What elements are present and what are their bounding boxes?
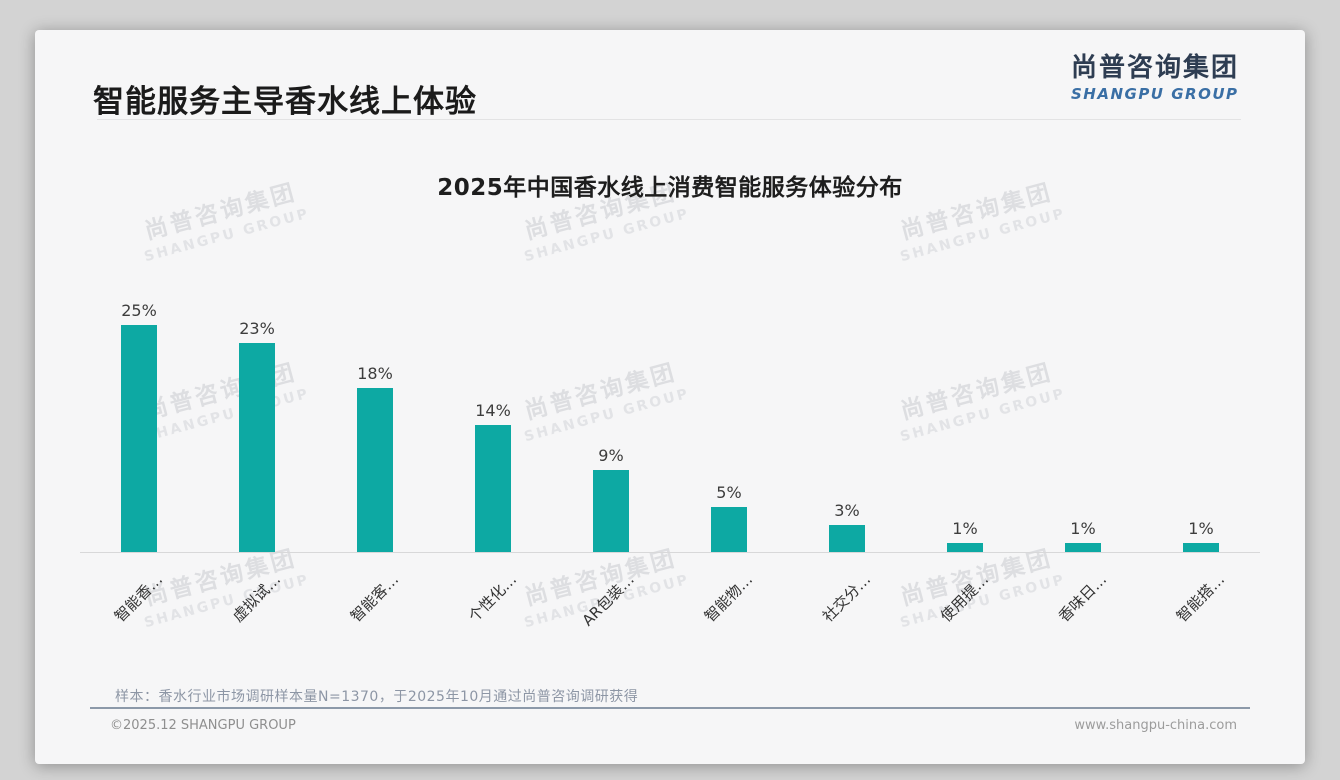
x-axis-labels: 智能香… 虚拟试… 智能客… 个性化… AR包装… 智能物… 社交分… 使用提… 香味日… 智能搭…: [80, 553, 1260, 653]
bar: [239, 342, 275, 552]
bar-value-label: 25%: [121, 300, 157, 320]
x-tick-label: 香味日…: [1054, 570, 1111, 626]
copyright-text: ©2025.12 SHANGPU GROUP: [110, 718, 296, 733]
x-tick-label: 智能物…: [700, 570, 757, 626]
x-tick: 香味日…: [1024, 553, 1142, 653]
bar-value-label: 23%: [239, 318, 275, 338]
bar-value-label: 1%: [952, 518, 978, 538]
bar-group: 18%: [316, 292, 434, 552]
bar-group: 1%: [906, 292, 1024, 552]
bar: [1183, 542, 1219, 552]
x-tick: 个性化…: [434, 553, 552, 653]
report-card: 智能服务主导香水线上体验 尚普咨询集团 SHANGPU GROUP 尚普咨询集团…: [35, 30, 1305, 764]
company-logo: 尚普咨询集团 SHANGPU GROUP: [1070, 53, 1239, 103]
x-tick-label: AR包装…: [578, 570, 639, 630]
bar: [593, 470, 629, 552]
bar-group: 23%: [198, 292, 316, 552]
bar-value-label: 9%: [598, 446, 624, 466]
x-axis-line: [80, 552, 1260, 553]
source-note: 样本：香水行业市场调研样本量N=1370，于2025年10月通过尚普咨询调研获得: [115, 689, 639, 705]
title-underline: [97, 119, 1241, 120]
x-tick-label: 智能客…: [346, 570, 403, 626]
bar: [121, 324, 157, 552]
x-tick: 智能香…: [80, 553, 198, 653]
bar-value-label: 14%: [475, 400, 511, 420]
x-tick-label: 社交分…: [818, 570, 875, 626]
bars-container: 25% 23% 18% 14% 9% 5% 3% 1% 1% 1%: [80, 292, 1260, 552]
x-tick: 智能物…: [670, 553, 788, 653]
x-tick: 使用提…: [906, 553, 1024, 653]
bar-chart: 2025年中国香水线上消费智能服务体验分布 25% 23% 18% 14% 9% 5% 3%…: [35, 30, 1305, 764]
bar-group: 14%: [434, 292, 552, 552]
bar-group: 25%: [80, 292, 198, 552]
bar: [475, 424, 511, 552]
bar-group: 1%: [1024, 292, 1142, 552]
x-tick: AR包装…: [552, 553, 670, 653]
footer-divider: [90, 707, 1250, 709]
bar-value-label: 3%: [834, 500, 860, 520]
bar-value-label: 18%: [357, 364, 393, 384]
bar: [357, 388, 393, 552]
bar: [829, 524, 865, 552]
x-tick: 社交分…: [788, 553, 906, 653]
logo-english-text: SHANGPU GROUP: [1070, 84, 1239, 103]
page-title: 智能服务主导香水线上体验: [93, 84, 477, 120]
bar-value-label: 5%: [716, 482, 742, 502]
x-tick-label: 使用提…: [936, 570, 993, 626]
bar-group: 5%: [670, 292, 788, 552]
chart-title: 2025年中国香水线上消费智能服务体验分布: [437, 175, 903, 201]
bar-group: 1%: [1142, 292, 1260, 552]
x-tick: 智能客…: [316, 553, 434, 653]
bar-group: 9%: [552, 292, 670, 552]
x-tick: 虚拟试…: [198, 553, 316, 653]
bar-value-label: 1%: [1188, 518, 1214, 538]
x-tick: 智能搭…: [1142, 553, 1260, 653]
bar-value-label: 1%: [1070, 518, 1096, 538]
x-tick-label: 智能搭…: [1172, 570, 1229, 626]
x-tick-label: 智能香…: [110, 570, 167, 626]
bar: [711, 506, 747, 552]
x-tick-label: 个性化…: [464, 570, 521, 626]
logo-chinese-text: 尚普咨询集团: [1070, 53, 1239, 83]
x-tick-label: 虚拟试…: [228, 570, 285, 626]
bar: [1065, 542, 1101, 552]
website-text: www.shangpu-china.com: [1074, 718, 1237, 733]
bar-group: 3%: [788, 292, 906, 552]
bar: [947, 542, 983, 552]
